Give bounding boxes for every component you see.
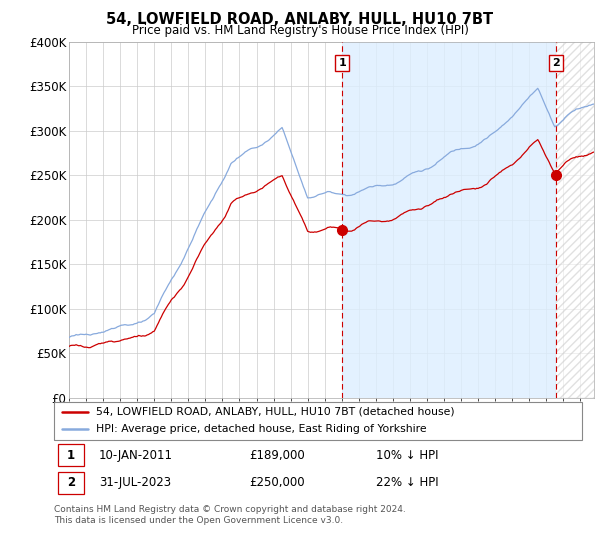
Text: HPI: Average price, detached house, East Riding of Yorkshire: HPI: Average price, detached house, East… [96,424,427,435]
Text: 31-JUL-2023: 31-JUL-2023 [99,477,171,489]
FancyBboxPatch shape [58,472,83,494]
Text: 54, LOWFIELD ROAD, ANLABY, HULL, HU10 7BT (detached house): 54, LOWFIELD ROAD, ANLABY, HULL, HU10 7B… [96,407,455,417]
Text: 22% ↓ HPI: 22% ↓ HPI [376,477,439,489]
Text: Price paid vs. HM Land Registry's House Price Index (HPI): Price paid vs. HM Land Registry's House … [131,24,469,37]
Text: Contains HM Land Registry data © Crown copyright and database right 2024.
This d: Contains HM Land Registry data © Crown c… [54,505,406,525]
Text: 1: 1 [67,449,75,461]
FancyBboxPatch shape [58,444,83,466]
Text: 2: 2 [552,58,560,68]
Text: 1: 1 [338,58,346,68]
Text: £250,000: £250,000 [250,477,305,489]
Text: 2: 2 [67,477,75,489]
Text: £189,000: £189,000 [250,449,305,461]
Text: 54, LOWFIELD ROAD, ANLABY, HULL, HU10 7BT: 54, LOWFIELD ROAD, ANLABY, HULL, HU10 7B… [106,12,494,27]
Bar [556,42,600,398]
FancyBboxPatch shape [54,402,582,440]
Text: 10-JAN-2011: 10-JAN-2011 [99,449,173,461]
Bar [342,42,556,398]
Text: 10% ↓ HPI: 10% ↓ HPI [376,449,439,461]
